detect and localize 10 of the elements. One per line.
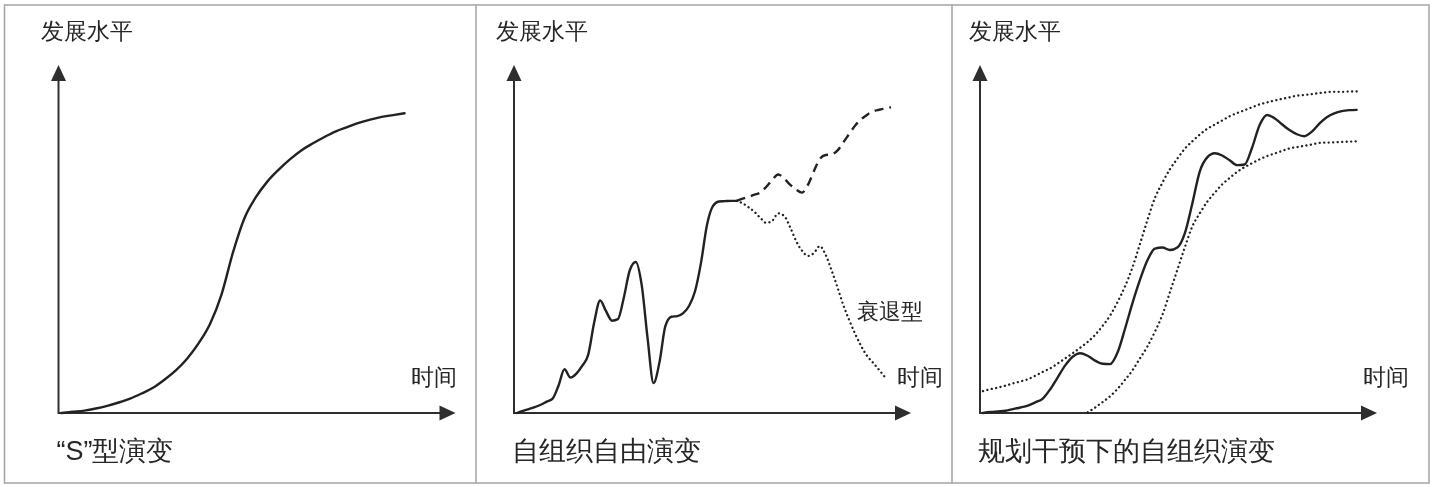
title: 规划干预下的自组织演变 (978, 436, 1275, 466)
ylabel: 发展水平 (969, 18, 1061, 44)
series-name: 衰退型 (857, 298, 924, 324)
xlabel: 时间 (897, 364, 943, 390)
title: “S”型演变 (56, 436, 174, 466)
xlabel: 时间 (1362, 364, 1409, 390)
ylabel: 发展水平 (496, 18, 588, 44)
title: 自组织自由演变 (512, 436, 701, 466)
xlabel: 时间 (410, 364, 457, 390)
ylabel: 发展水平 (40, 18, 133, 44)
